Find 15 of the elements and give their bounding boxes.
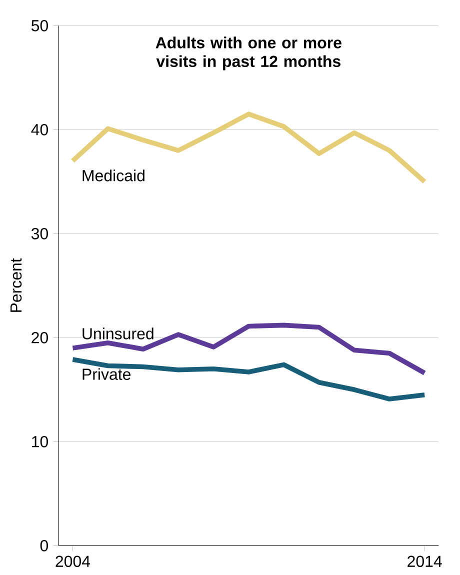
y-tick-label: 50 (31, 20, 48, 32)
series-label: Private (82, 368, 131, 380)
y-tick-label: 0 (40, 540, 48, 552)
x-tick-label: 2014 (408, 556, 442, 568)
line-series (70, 112, 427, 184)
x-tick-label: 2004 (56, 556, 90, 568)
series-label: Medicaid (82, 170, 144, 182)
y-tick-label: 20 (32, 332, 48, 344)
y-tick-label: 10 (32, 436, 48, 448)
y-tick-label: 30 (31, 228, 48, 240)
y-axis-title: Percent (10, 258, 22, 312)
series-label: Uninsured (82, 328, 154, 340)
line-series (70, 357, 427, 402)
text: Adults with one or more visits in past 12 months (156, 36, 342, 70)
y-tick-label: 40 (31, 124, 48, 136)
